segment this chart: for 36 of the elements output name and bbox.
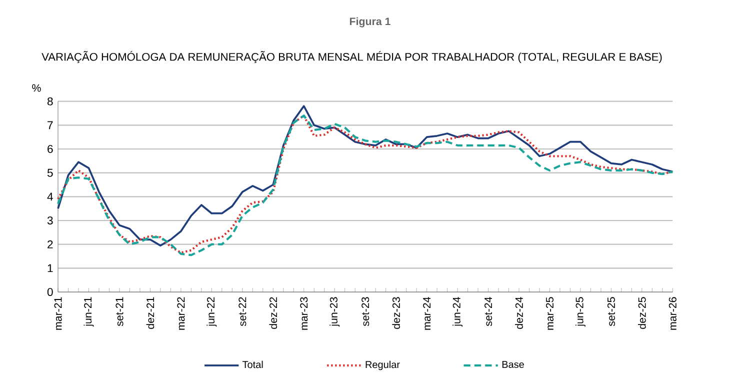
chart-subtitle: VARIAÇÃO HOMÓLOGA DA REMUNERAÇÃO BRUTA MENSAL MÉDIA POR TRABALHADOR (TOTAL, REGULAR E BASE) <box>42 50 662 64</box>
x-tick-label: dez-23 <box>392 297 400 329</box>
x-tick-label: mar-26 <box>668 297 676 330</box>
y-tick-label: 2 <box>48 240 53 248</box>
x-tick-label: set-23 <box>362 297 370 326</box>
y-tick-label: 3 <box>47 216 53 224</box>
x-tick-label: jun-25 <box>575 297 586 327</box>
y-tick-label: 8 <box>48 97 53 106</box>
y-axis-title: % <box>32 84 41 92</box>
y-tick-label: 0 <box>47 288 53 296</box>
x-tick-label: mar-24 <box>423 297 431 330</box>
x-tick-label: jun-24 <box>452 297 463 327</box>
y-tick-label: 6 <box>48 144 53 154</box>
x-tick-label: jun-23 <box>330 297 340 327</box>
x-tick-label: set-22 <box>238 297 246 326</box>
x-tick-label: mar-25 <box>546 297 554 330</box>
x-tick-label: set-24 <box>484 297 492 326</box>
x-tick-label: jun-22 <box>206 297 217 327</box>
x-tick-label: mar-22 <box>177 297 185 330</box>
x-tick-label: set-25 <box>607 297 615 326</box>
x-tick-label: mar-23 <box>300 297 308 330</box>
x-tick-label: set-21 <box>116 297 124 326</box>
legend-label: Base <box>502 360 524 368</box>
y-tick-label: 4 <box>47 192 53 201</box>
y-tick-label: 7 <box>48 121 53 130</box>
x-tick-label: jun-21 <box>84 297 94 327</box>
chart-title: Figura 1 <box>350 17 390 28</box>
x-tick-label: dez-25 <box>638 297 646 329</box>
y-tick-label: 1 <box>48 264 53 272</box>
legend-label: Total <box>242 360 263 368</box>
x-tick-label: dez-22 <box>269 297 278 329</box>
x-tick-label: dez-21 <box>146 297 154 329</box>
legend-label: Regular <box>366 360 400 370</box>
y-tick-label: 5 <box>47 168 53 177</box>
x-tick-label: mar-21 <box>54 297 62 330</box>
x-tick-label: dez-24 <box>515 297 523 329</box>
